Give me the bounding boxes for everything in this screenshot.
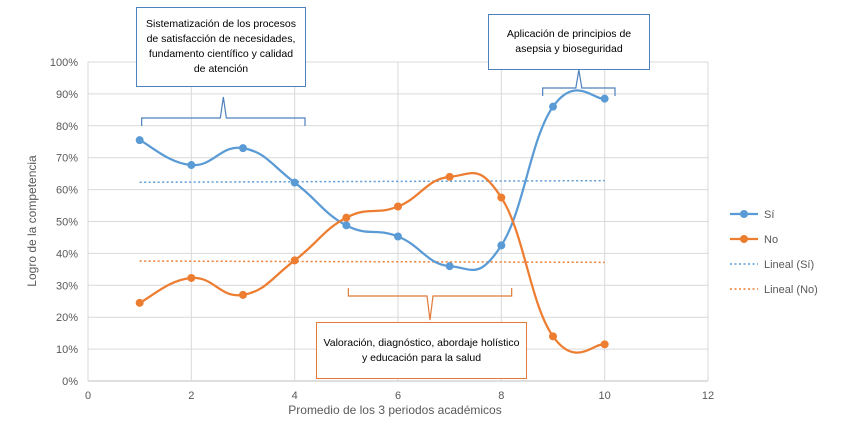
x-tick-labels: 0 2 4 6 8 10 12 xyxy=(85,390,714,402)
x-tick-label: 4 xyxy=(292,390,298,402)
trendline-2 xyxy=(139,179,605,184)
data-point xyxy=(187,273,196,282)
series-layer xyxy=(135,89,609,354)
annotation-text-asepsia: Aplicación de principios de asepsia y bi… xyxy=(506,28,632,55)
data-point xyxy=(600,94,609,103)
legend-marker xyxy=(740,235,748,243)
y-axis-title: Logro de la competencia xyxy=(25,155,39,287)
y-tick-labels: 0% 10% 20% 30% 40% 50% 60% 70% 80% 90% 100% xyxy=(50,57,78,388)
annotation-box-sistematizacion: Sistematización de los procesos de satis… xyxy=(136,7,306,87)
data-point xyxy=(549,332,557,341)
annotation-box-asepsia: Aplicación de principios de asepsia y bi… xyxy=(488,14,650,70)
y-tick-label: 60% xyxy=(56,185,78,197)
x-tick-label: 8 xyxy=(498,390,504,402)
data-point xyxy=(290,256,299,265)
data-point xyxy=(497,193,506,202)
data-point xyxy=(290,178,299,187)
legend-label: No xyxy=(764,234,778,246)
x-tick-label: 12 xyxy=(702,390,714,402)
legend-label: Sí xyxy=(764,209,774,221)
annotation-text-sistematizacion: Sistematización de los procesos de satis… xyxy=(146,18,296,75)
y-tick-label: 10% xyxy=(56,344,78,356)
y-tick-label: 90% xyxy=(56,89,78,101)
bracket-valoracion xyxy=(347,288,513,321)
y-tick-label: 50% xyxy=(56,217,78,229)
y-tick-label: 100% xyxy=(50,57,78,69)
y-tick-label: 30% xyxy=(56,280,78,292)
series-line-0 xyxy=(139,89,605,271)
data-point xyxy=(445,262,454,271)
data-point xyxy=(135,136,144,145)
annotation-box-valoracion: Valoración, diagnóstico, abordaje holíst… xyxy=(316,322,527,379)
data-point xyxy=(239,144,247,153)
legend-marker xyxy=(740,210,748,218)
data-point xyxy=(394,232,402,241)
data-point xyxy=(187,161,196,170)
bracket-asepsia xyxy=(542,69,616,96)
legend-label: Lineal (Sí) xyxy=(764,259,814,271)
data-point xyxy=(600,340,609,349)
y-tick-label: 70% xyxy=(56,153,78,165)
x-tick-label: 2 xyxy=(188,390,194,402)
x-tick-label: 10 xyxy=(599,390,611,402)
data-point xyxy=(239,290,247,299)
annotation-brackets xyxy=(141,69,616,321)
y-tick-label: 80% xyxy=(56,121,78,133)
y-tick-label: 0% xyxy=(62,376,78,388)
legend-label: Lineal (No) xyxy=(764,284,818,296)
data-point xyxy=(549,102,557,111)
data-point xyxy=(445,172,454,181)
data-point xyxy=(342,213,351,222)
x-axis-title: Promedio de los 3 periodos académicos xyxy=(288,403,501,417)
legend: Sí No Lineal (Sí) Lineal (No) xyxy=(730,209,818,296)
x-tick-label: 0 xyxy=(85,390,91,402)
bracket-sistematizacion xyxy=(141,96,306,126)
x-tick-label: 6 xyxy=(395,390,401,402)
y-tick-label: 40% xyxy=(56,248,78,260)
data-point xyxy=(135,298,144,307)
trendline-3 xyxy=(139,260,605,264)
data-point xyxy=(497,241,506,250)
annotation-text-valoracion: Valoración, diagnóstico, abordaje holíst… xyxy=(323,336,520,364)
data-point xyxy=(394,202,402,211)
y-tick-label: 20% xyxy=(56,312,78,324)
data-point xyxy=(342,221,351,230)
series-line-1 xyxy=(139,172,605,354)
